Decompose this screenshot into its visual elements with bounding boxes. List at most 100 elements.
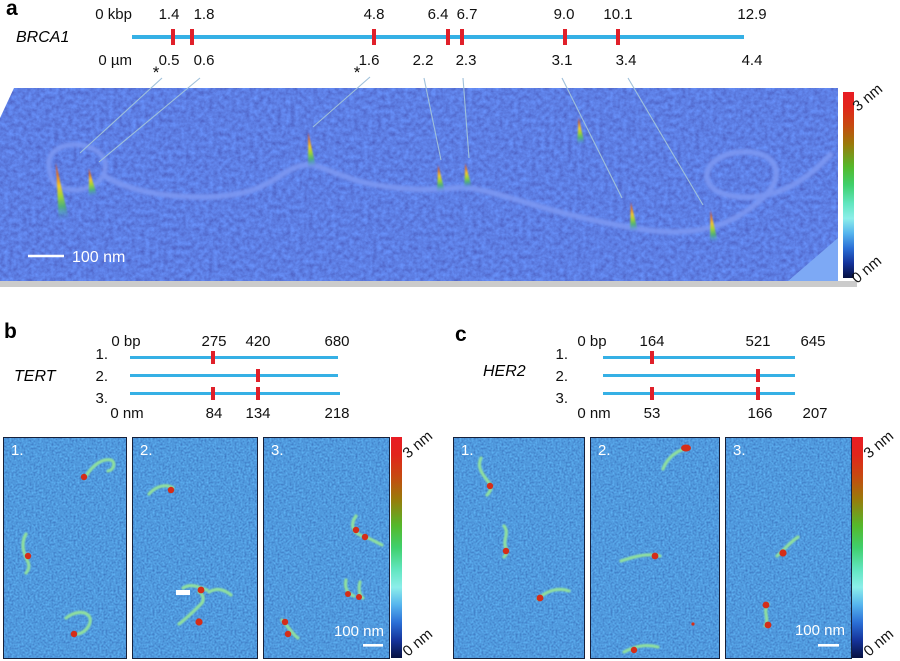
site-tick <box>756 387 760 400</box>
dna-fragment <box>207 587 233 597</box>
tile-number: 3. <box>733 442 746 459</box>
um-axis-end: 4.4 <box>741 52 763 69</box>
probe-dot <box>486 482 494 490</box>
dna-fragment <box>775 535 800 558</box>
afm-noise-texture <box>454 438 584 658</box>
her2-dna-line-3 <box>603 392 795 395</box>
nm-tick-label: 166 <box>747 405 773 422</box>
probe-dot <box>167 486 175 494</box>
site-tick <box>211 387 215 400</box>
nm-axis-zero: 0 nm <box>577 405 611 422</box>
probe-peak <box>577 117 585 146</box>
row-number: 1. <box>555 346 568 363</box>
bp-axis-zero: 0 bp <box>577 333 607 350</box>
tile-number: 2. <box>598 442 611 459</box>
callout-line <box>423 77 442 161</box>
um-tick-label: 1.6 <box>358 52 380 69</box>
bp-axis-end: 645 <box>800 333 826 350</box>
site-tick <box>563 29 567 45</box>
um-tick-label: 0.5 <box>158 52 180 69</box>
site-tick <box>171 29 175 45</box>
callout-line <box>312 76 371 128</box>
image-bottom-strip <box>0 281 857 287</box>
probe-dot <box>352 526 360 534</box>
kbp-tick-label: 10.1 <box>603 6 633 23</box>
dna-fragment <box>357 580 365 600</box>
um-tick-label: 3.1 <box>551 52 573 69</box>
row-number: 3. <box>555 390 568 407</box>
site-tick <box>650 351 654 364</box>
scale-bar-line <box>818 644 839 647</box>
nm-axis-zero: 0 nm <box>110 405 144 422</box>
probe-peak <box>437 165 445 193</box>
colorbar-max-label: 3 nm <box>399 427 437 463</box>
asterisk-marker: * <box>152 63 160 82</box>
probe-dot <box>651 552 659 560</box>
afm-noise-texture <box>591 438 719 658</box>
nm-axis-end: 218 <box>324 405 350 422</box>
site-tick <box>211 351 215 364</box>
probe-dot <box>70 630 78 638</box>
panel-a-label: a <box>6 0 18 20</box>
height-colorbar <box>843 92 854 278</box>
afm-tile-tert-3: 100 nm 3. <box>263 437 390 659</box>
site-tick <box>446 29 450 45</box>
tert-dna-line-1 <box>130 356 338 359</box>
surface-edge-wedge <box>788 238 838 281</box>
site-tick <box>256 369 260 382</box>
colorbar-min-label: 0 nm <box>399 625 437 661</box>
callout-lines <box>79 76 704 206</box>
probe-dot <box>536 594 544 602</box>
afm-tile-her2-2: 2. <box>590 437 720 659</box>
dna-fragment <box>84 458 116 478</box>
afm-3d-image-brca1: 100 nm <box>0 76 857 287</box>
dna-strand-loop-left <box>46 142 108 193</box>
callout-line <box>98 77 201 163</box>
panel-c-label: c <box>455 323 467 346</box>
callout-line <box>79 77 163 154</box>
kbp-tick-label: 6.4 <box>427 6 449 23</box>
probe-peak <box>308 132 316 169</box>
afm-noise-texture <box>726 438 851 658</box>
row-number: 2. <box>95 368 108 385</box>
probe-dot <box>281 618 289 626</box>
probe-dot <box>762 601 770 609</box>
bp-tick-label: 521 <box>745 333 771 350</box>
probe-peak <box>55 162 70 222</box>
bp-tick-label: 275 <box>201 333 227 350</box>
afm-tile-her2-1: 1. <box>453 437 585 659</box>
row-number: 2. <box>555 368 568 385</box>
gene-label-brca1: BRCA1 <box>16 29 70 46</box>
afm-tile-tert-1: 1. <box>3 437 127 659</box>
site-tick <box>756 369 760 382</box>
colorbar-max-label: 3 nm <box>860 427 898 463</box>
probe-dot <box>197 586 205 594</box>
probe-dot <box>361 533 369 541</box>
kbp-axis-zero: 0 kbp <box>95 6 132 23</box>
tile-number: 3. <box>271 442 284 459</box>
row-number: 1. <box>95 346 108 363</box>
afm-tile-her2-3: 100 nm 3. <box>725 437 852 659</box>
um-tick-label: 2.2 <box>412 52 434 69</box>
height-colorbar <box>852 437 863 658</box>
probe-dot <box>681 444 691 452</box>
panel-b-label: b <box>4 320 17 343</box>
dna-fragment <box>181 584 209 592</box>
tile-number: 2. <box>140 442 153 459</box>
bp-axis-end: 680 <box>324 333 350 350</box>
probe-peak <box>630 202 638 233</box>
probe-dot <box>630 646 638 654</box>
probe-dot <box>691 622 695 626</box>
dna-fragment <box>622 644 660 654</box>
bp-tick-label: 164 <box>639 333 665 350</box>
probe-dot <box>345 591 351 597</box>
probe-peak <box>710 210 718 244</box>
dna-fragment <box>21 532 31 575</box>
tile-number: 1. <box>11 442 24 459</box>
afm-noise-texture <box>0 88 838 281</box>
nm-tick-label: 134 <box>245 405 271 422</box>
afm-tile-tert-2: 2. <box>132 437 258 659</box>
dna-strand <box>101 149 835 235</box>
probe-dot <box>779 549 787 557</box>
